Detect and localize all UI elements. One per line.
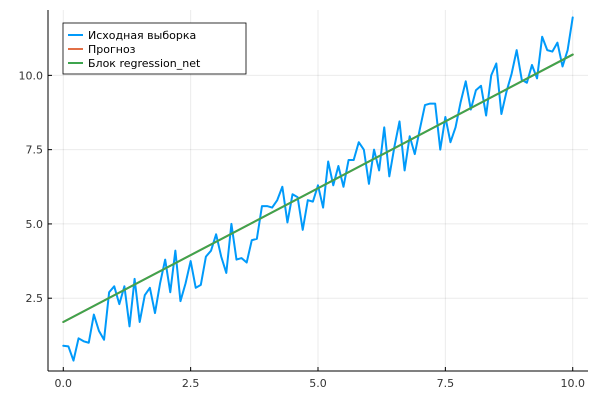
y-tick-label: 2.5: [26, 292, 44, 305]
series-line-3: [62, 53, 574, 323]
y-tick-labels: 2.5 5.0 7.5 10.0: [19, 69, 44, 305]
x-tick-label: 10.0: [560, 377, 585, 390]
legend-label: Прогноз: [88, 43, 136, 56]
legend-label: Исходная выборка: [88, 29, 196, 42]
x-tick-labels: 0.0 2.5 5.0 7.5 10.0: [55, 377, 585, 390]
x-tick-label: 7.5: [437, 377, 455, 390]
x-tick-label: 5.0: [309, 377, 327, 390]
x-tick-label: 0.0: [55, 377, 73, 390]
legend-box: [62, 22, 247, 75]
tick-marks: [48, 74, 574, 371]
y-tick-label: 10.0: [19, 69, 44, 82]
legend-label: Блок regression_net: [88, 57, 201, 70]
y-tick-label: 7.5: [26, 144, 44, 157]
y-tick-label: 5.0: [26, 218, 44, 231]
series-group: [62, 16, 574, 362]
x-tick-label: 2.5: [182, 377, 200, 390]
series-line-1: [62, 16, 574, 362]
